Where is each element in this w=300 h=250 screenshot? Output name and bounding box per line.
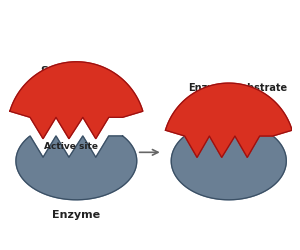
Text: Enzyme-substrate
complex: Enzyme-substrate complex — [188, 83, 287, 106]
Text: Enzyme: Enzyme — [52, 210, 100, 220]
Text: Substrate: Substrate — [40, 66, 101, 76]
Polygon shape — [166, 83, 292, 157]
Polygon shape — [16, 136, 137, 200]
Text: Active site: Active site — [44, 142, 98, 151]
Polygon shape — [10, 62, 143, 139]
Polygon shape — [171, 136, 286, 200]
